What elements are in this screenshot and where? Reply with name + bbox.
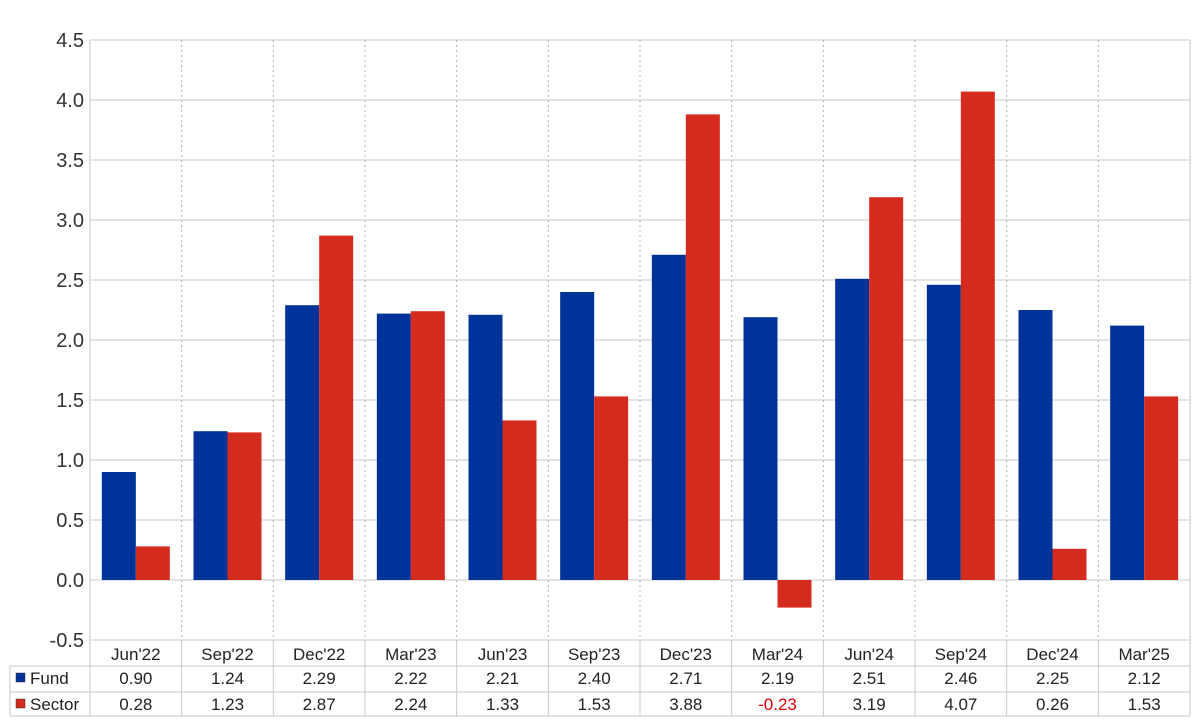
table-cell-sector: 4.07: [944, 695, 977, 714]
table-cell-fund: 2.21: [486, 669, 519, 688]
table-cell-fund: 2.51: [853, 669, 886, 688]
x-tick-label: Sep'22: [201, 645, 253, 664]
x-tick-label: Jun'22: [111, 645, 161, 664]
x-tick-label: Mar'25: [1118, 645, 1169, 664]
bar-sector: [960, 91, 995, 580]
bar-fund: [1110, 325, 1145, 580]
bar-sector: [685, 114, 720, 581]
table-cell-fund: 2.71: [669, 669, 702, 688]
bar-sector: [227, 432, 262, 580]
x-tick-label: Sep'24: [935, 645, 987, 664]
bar-fund: [285, 305, 320, 580]
bar-sector: [869, 197, 904, 580]
table-cell-sector: 0.26: [1036, 695, 1069, 714]
y-tick-label: 4.5: [56, 30, 84, 52]
table-cell-sector: 1.53: [1128, 695, 1161, 714]
x-tick-label: Dec'23: [660, 645, 712, 664]
bar-sector: [410, 311, 445, 580]
bars: [101, 91, 1179, 608]
table-cell-fund: 1.24: [211, 669, 244, 688]
bar-fund: [651, 254, 686, 581]
x-tick-label: Mar'24: [752, 645, 803, 664]
table-cell-fund: 2.29: [303, 669, 336, 688]
table-cell-sector: -0.23: [758, 695, 797, 714]
x-tick-label: Jun'23: [478, 645, 528, 664]
table-cell-sector: 3.88: [669, 695, 702, 714]
x-tick-label: Mar'23: [385, 645, 436, 664]
y-tick-label: 2.0: [56, 330, 84, 352]
bar-sector: [594, 396, 629, 580]
table-cell-sector: 2.24: [394, 695, 427, 714]
table-cell-sector: 1.33: [486, 695, 519, 714]
table-cell-sector: 0.28: [119, 695, 152, 714]
bar-fund: [926, 284, 961, 580]
y-tick-label: 0.5: [56, 510, 84, 532]
y-tick-label: 1.5: [56, 390, 84, 412]
table-cell-fund: 0.90: [119, 669, 152, 688]
bar-fund: [193, 431, 228, 580]
y-tick-label: 1.0: [56, 450, 84, 472]
bar-fund: [560, 292, 595, 580]
table-cell-fund: 2.40: [578, 669, 611, 688]
bar-sector: [1052, 548, 1087, 580]
y-axis: -0.5 0.0 0.5 1.0 1.5 2.0 2.5 3.0 3.5 4.0 4.5: [50, 30, 84, 652]
table-cell-fund: 2.19: [761, 669, 794, 688]
bar-fund: [468, 314, 503, 580]
grid: [89, 39, 1191, 641]
table-cell-fund: 2.12: [1128, 669, 1161, 688]
bar-fund: [743, 317, 778, 580]
bar-sector: [319, 235, 354, 580]
table-cell-fund: 2.25: [1036, 669, 1069, 688]
bar-sector: [1144, 396, 1179, 580]
bar-sector: [135, 546, 170, 580]
table-cell-sector: 1.53: [578, 695, 611, 714]
legend-label-fund: Fund: [30, 669, 69, 688]
bar-sector: [777, 580, 812, 608]
bar-sector: [502, 420, 537, 580]
bar-fund: [1018, 310, 1053, 580]
x-tick-label: Dec'24: [1026, 645, 1078, 664]
y-tick-label: 0.0: [56, 570, 84, 592]
table-cell-sector: 2.87: [303, 695, 336, 714]
data-table: Jun'22 Sep'22 Dec'22 Mar'23 Jun'23 Sep'23 Dec'…: [9, 639, 1191, 717]
legend-label-sector: Sector: [30, 695, 79, 714]
table-cell-fund: 2.46: [944, 669, 977, 688]
legend-swatch-sector: [15, 698, 26, 709]
table-cell-fund: 2.22: [394, 669, 427, 688]
y-tick-label: 2.5: [56, 270, 84, 292]
bar-fund: [835, 278, 870, 580]
x-tick-label: Dec'22: [293, 645, 345, 664]
y-tick-label: 4.0: [56, 90, 84, 112]
bar-fund: [376, 313, 411, 580]
y-tick-label: 3.0: [56, 210, 84, 232]
y-tick-label: -0.5: [50, 630, 84, 652]
y-tick-label: 3.5: [56, 150, 84, 172]
bar-fund: [101, 472, 136, 580]
x-tick-label: Sep'23: [568, 645, 620, 664]
legend-swatch-fund: [15, 672, 26, 683]
x-tick-label: Jun'24: [844, 645, 894, 664]
table-cell-sector: 3.19: [853, 695, 886, 714]
table-cell-sector: 1.23: [211, 695, 244, 714]
